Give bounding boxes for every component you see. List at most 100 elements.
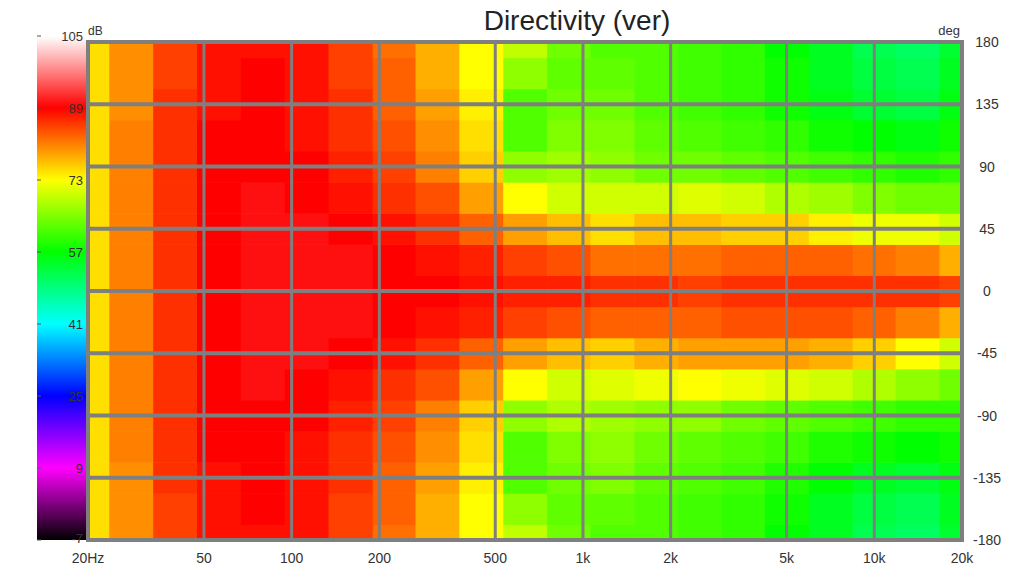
y-grid-line	[88, 289, 962, 293]
colorbar-label: dB	[88, 24, 103, 38]
cell	[416, 58, 460, 90]
cell	[896, 493, 940, 525]
y-grid-line	[88, 227, 962, 231]
cell	[590, 120, 634, 152]
x-tick-label: 200	[368, 550, 392, 566]
cell	[416, 42, 460, 58]
cell	[721, 493, 765, 525]
cell	[329, 120, 374, 152]
cell	[503, 524, 547, 540]
cell	[109, 524, 153, 540]
y-grid-line	[88, 351, 962, 355]
cell	[109, 182, 153, 214]
cell	[896, 58, 940, 90]
cell	[153, 244, 197, 276]
cell	[896, 369, 940, 401]
cell	[678, 524, 722, 540]
cell	[939, 58, 962, 90]
cell	[721, 431, 765, 463]
cell	[721, 182, 765, 214]
cell	[109, 307, 153, 339]
cell	[678, 42, 722, 58]
cell	[939, 431, 962, 463]
cell	[678, 369, 722, 401]
cell	[153, 182, 197, 214]
y-axis-label: deg	[938, 23, 960, 38]
colorbar-tick-label: 57	[69, 245, 83, 260]
title: Directivity (ver)	[484, 5, 671, 36]
cell	[503, 244, 547, 276]
cell	[88, 42, 110, 58]
cell	[109, 493, 153, 525]
cell	[416, 524, 460, 540]
y-tick-label: 45	[979, 221, 995, 237]
cell	[678, 431, 722, 463]
cell	[809, 369, 853, 401]
cell	[678, 182, 722, 214]
cell	[939, 307, 962, 339]
cell	[503, 431, 547, 463]
cell	[153, 42, 197, 58]
cell	[459, 42, 503, 58]
background	[0, 0, 1024, 580]
cell	[153, 524, 197, 540]
cell	[109, 369, 153, 401]
cell	[329, 524, 374, 540]
cell	[241, 244, 285, 276]
cell	[896, 524, 940, 540]
cell	[329, 307, 374, 339]
cell	[503, 42, 547, 58]
cell	[678, 307, 722, 339]
cell	[678, 244, 722, 276]
cell	[241, 307, 285, 339]
cell	[153, 431, 197, 463]
cell	[241, 182, 285, 214]
cell	[939, 42, 962, 58]
cell	[896, 42, 940, 58]
cell	[329, 182, 374, 214]
colorbar-tick-label: -7	[71, 531, 83, 546]
cell	[109, 431, 153, 463]
cell	[809, 524, 853, 540]
y-tick-label: -180	[973, 532, 1001, 548]
cell	[241, 120, 285, 152]
cell	[809, 307, 853, 339]
cell	[896, 307, 940, 339]
cell	[88, 493, 110, 525]
cell	[329, 58, 374, 90]
cell	[153, 369, 197, 401]
cell	[109, 244, 153, 276]
cell	[416, 182, 460, 214]
cell	[590, 182, 634, 214]
colorbar-tick-label: 105	[61, 29, 83, 44]
cell	[721, 369, 765, 401]
cell	[939, 182, 962, 214]
cells	[88, 42, 962, 540]
y-grid-line	[88, 476, 962, 480]
colorbar-tick	[37, 468, 41, 469]
cell	[459, 524, 503, 540]
cell	[109, 42, 153, 58]
cell	[416, 307, 460, 339]
cell	[416, 493, 460, 525]
cell	[590, 431, 634, 463]
cell	[153, 307, 197, 339]
colorbar-tick-label: 89	[69, 101, 83, 116]
x-tick-label: 500	[484, 550, 508, 566]
chart: -792541577389105dB20Hz501002005001k2k5k1…	[0, 0, 1024, 580]
cell	[329, 431, 374, 463]
x-tick-label: 50	[196, 550, 212, 566]
colorbar-tick	[37, 324, 41, 325]
colorbar-tick	[37, 252, 41, 253]
cell	[153, 493, 197, 525]
cell	[721, 120, 765, 152]
cell	[939, 369, 962, 401]
cell	[809, 42, 853, 58]
cell	[459, 58, 503, 90]
cell	[590, 58, 634, 90]
x-tick-label: 20k	[951, 550, 975, 566]
cell	[88, 431, 110, 463]
cell	[721, 307, 765, 339]
cell	[721, 244, 765, 276]
cell	[721, 42, 765, 58]
